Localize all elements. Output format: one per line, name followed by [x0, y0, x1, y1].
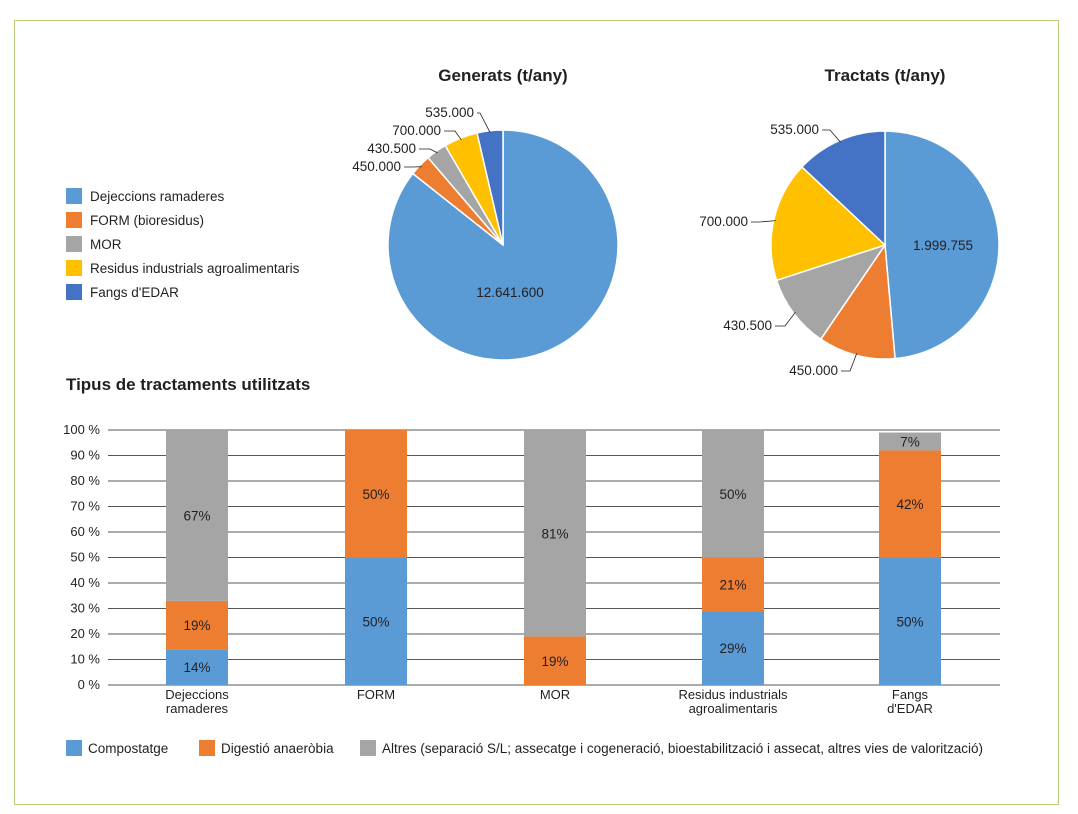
pie-value-label: 450.000 — [789, 363, 838, 378]
y-tick-label: 100 % — [63, 422, 100, 437]
bar-segment-altres — [702, 430, 764, 558]
figure-frame — [14, 20, 1059, 805]
pie-slice-residus — [770, 165, 887, 282]
pie-slice-dejeccions — [884, 130, 1000, 360]
bar-data-label: 42% — [896, 497, 923, 512]
x-tick-label: Fangs — [892, 687, 929, 702]
leader-line — [477, 112, 491, 133]
bar-data-label: 29% — [719, 641, 746, 656]
pie-value-label: 430.500 — [723, 318, 772, 333]
legend-swatch-residus — [66, 260, 82, 276]
legend-swatch-compostatge — [66, 740, 82, 756]
leader-line — [822, 129, 841, 143]
x-tick-label: MOR — [540, 687, 570, 702]
legend-swatch-mor — [66, 236, 82, 252]
legend-label: Dejeccions ramaderes — [90, 189, 225, 204]
pie-value-label: 430.500 — [367, 141, 416, 156]
bar-segment-compostatge — [345, 557, 407, 685]
y-tick-label: 80 % — [70, 473, 100, 488]
pie-generats: 12.641.600 535.000 700.000 430.500 450.000 — [352, 105, 619, 361]
bar-data-label: 21% — [719, 577, 746, 592]
legend-swatch-fangs — [66, 284, 82, 300]
bar-data-label: 50% — [896, 614, 923, 629]
y-tick-label: 30 % — [70, 601, 100, 616]
x-tick-label: agroalimentaris — [689, 701, 778, 716]
bar-data-label: 50% — [362, 487, 389, 502]
bar-segment-altres — [524, 430, 586, 637]
x-tick-label: Dejeccions — [165, 687, 229, 702]
y-tick-label: 50 % — [70, 550, 100, 565]
x-tick-label: FORM — [357, 687, 395, 702]
leader-line — [841, 353, 858, 372]
pie-tractats-title: Tractats (t/any) — [825, 66, 946, 85]
legend-label: MOR — [90, 237, 122, 252]
pie-slice-mor — [775, 243, 887, 341]
bar-chart-title: Tipus de tractaments utilitzats — [66, 375, 310, 394]
x-tick-label: Residus industrials — [678, 687, 788, 702]
bar-data-label: 19% — [183, 618, 210, 633]
bar-segment-compostatge — [879, 557, 941, 685]
pie-value-label: 700.000 — [699, 214, 748, 229]
legend-label: Compostatge — [88, 741, 168, 756]
bar-data-label: 19% — [541, 654, 568, 669]
legend-label: Altres (separació S/L; assecatge i cogen… — [382, 741, 983, 756]
pie-value-label: 700.000 — [392, 123, 441, 138]
y-tick-label: 40 % — [70, 575, 100, 590]
legend-swatch-form — [66, 212, 82, 228]
y-tick-label: 20 % — [70, 626, 100, 641]
legend-swatch-dejeccions — [66, 188, 82, 204]
legend-label: Residus industrials agroalimentaris — [90, 261, 300, 276]
bar-segment-digestio — [345, 430, 407, 558]
leader-line — [775, 311, 796, 327]
bar-data-label: 67% — [183, 508, 210, 523]
pie-value-label: 450.000 — [352, 159, 401, 174]
bar-segment-compostatge — [166, 649, 228, 685]
legend-label: FORM (bioresidus) — [90, 213, 204, 228]
pie-value-label: 1.999.755 — [913, 238, 973, 253]
bar-segment-digestio — [879, 450, 941, 558]
bar-legend: Compostatge Digestió anaeròbia Altres (sep… — [66, 740, 983, 756]
pie-generats-title: Generats (t/any) — [438, 66, 567, 85]
bar-data-label: 50% — [719, 487, 746, 502]
bar-segment-digestio — [702, 557, 764, 612]
bar-segment-digestio — [524, 636, 586, 685]
y-tick-label: 90 % — [70, 448, 100, 463]
legend-label: Digestió anaeròbia — [221, 741, 334, 756]
bar-segment-compostatge — [702, 611, 764, 685]
bar-segment-digestio — [166, 600, 228, 650]
leader-line — [419, 148, 438, 154]
y-tick-label: 70 % — [70, 499, 100, 514]
leader-line — [751, 220, 776, 223]
legend-label: Fangs d'EDAR — [90, 285, 179, 300]
bar-data-label: 7% — [900, 434, 920, 449]
pie-value-label: 535.000 — [425, 105, 474, 120]
leader-line — [444, 130, 462, 141]
y-tick-label: 10 % — [70, 652, 100, 667]
pie-slice-fangs — [476, 129, 504, 246]
pie-legend: Dejeccions ramaderes FORM (bioresidus) MOR… — [66, 188, 300, 300]
pie-value-label: 535.000 — [770, 122, 819, 137]
pie-tractats: 1.999.755 535.000 700.000 430.500 450.000 — [699, 122, 1000, 378]
bar-data-label: 81% — [541, 526, 568, 541]
y-tick-label: 60 % — [70, 524, 100, 539]
bar-segment-altres — [879, 432, 941, 451]
legend-swatch-altres — [360, 740, 376, 756]
bar-data-label: 14% — [183, 660, 210, 675]
x-tick-label: d'EDAR — [887, 701, 933, 716]
pie-slice-fangs — [800, 130, 886, 247]
legend-swatch-digestio — [199, 740, 215, 756]
x-tick-label: ramaderes — [166, 701, 229, 716]
bar-data-label: 50% — [362, 614, 389, 629]
y-tick-label: 0 % — [78, 677, 101, 692]
bar-segment-altres — [166, 430, 228, 601]
pie-value-label: 12.641.600 — [476, 285, 544, 300]
